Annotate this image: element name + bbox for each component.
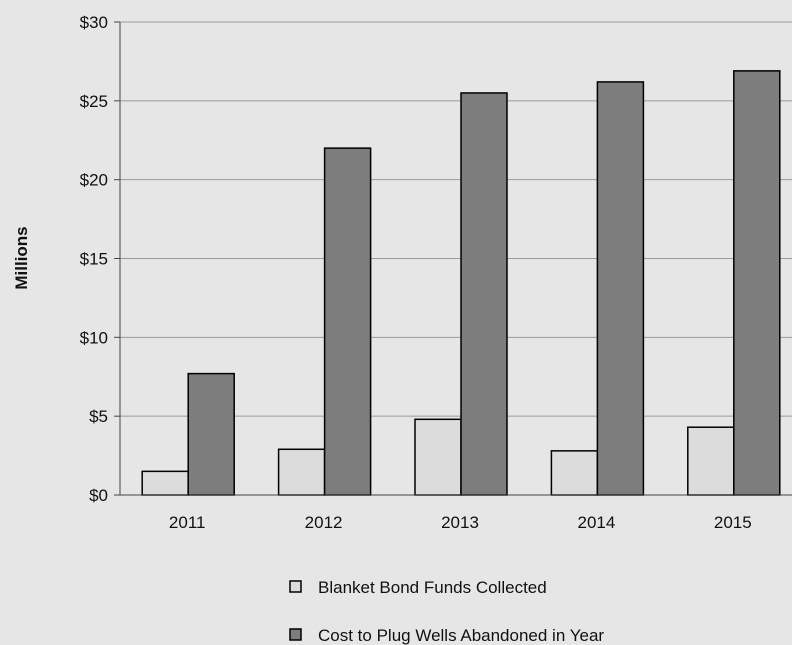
gridlines <box>120 21 792 417</box>
y-tick-label: $5 <box>89 407 108 426</box>
legend-label: Cost to Plug Wells Abandoned in Year <box>318 626 604 645</box>
x-tick-label: 2011 <box>169 513 206 532</box>
y-tick-label: $30 <box>80 13 108 32</box>
bars <box>141 70 781 496</box>
y-tick-label: $20 <box>80 171 108 190</box>
legend-swatch <box>289 580 302 593</box>
legend-swatch <box>289 628 302 641</box>
bar-blanket-bond <box>141 470 189 496</box>
axes <box>119 22 792 496</box>
x-axis-ticks: 2011 2012 2013 2014 2015 <box>169 513 752 532</box>
y-tick-label: $10 <box>80 328 108 347</box>
y-axis-ticks: $0 $5 $10 $15 $20 $25 $30 <box>80 13 120 505</box>
legend-label: Blanket Bond Funds Collected <box>318 578 547 597</box>
bar-plug-cost <box>460 92 508 496</box>
y-tick-label: $0 <box>89 486 108 505</box>
y-axis-title: Millions <box>12 226 31 289</box>
x-tick-label: 2012 <box>305 513 343 532</box>
x-tick-label: 2015 <box>714 513 752 532</box>
bar-blanket-bond <box>414 418 462 496</box>
x-tick-label: 2013 <box>441 513 479 532</box>
y-tick-label: $25 <box>80 92 108 111</box>
x-tick-label: 2014 <box>577 513 615 532</box>
y-tick-label: $15 <box>80 250 108 269</box>
legend: Blanket Bond Funds Collected Cost to Plug… <box>289 578 604 645</box>
bar-plug-cost <box>323 147 372 496</box>
bar-blanket-bond <box>277 448 326 496</box>
bar-plug-cost <box>733 70 781 496</box>
bar-blanket-bond <box>687 426 735 496</box>
bar-blanket-bond <box>550 450 599 496</box>
bar-plug-cost <box>596 81 645 496</box>
bar-plug-cost <box>187 372 235 496</box>
